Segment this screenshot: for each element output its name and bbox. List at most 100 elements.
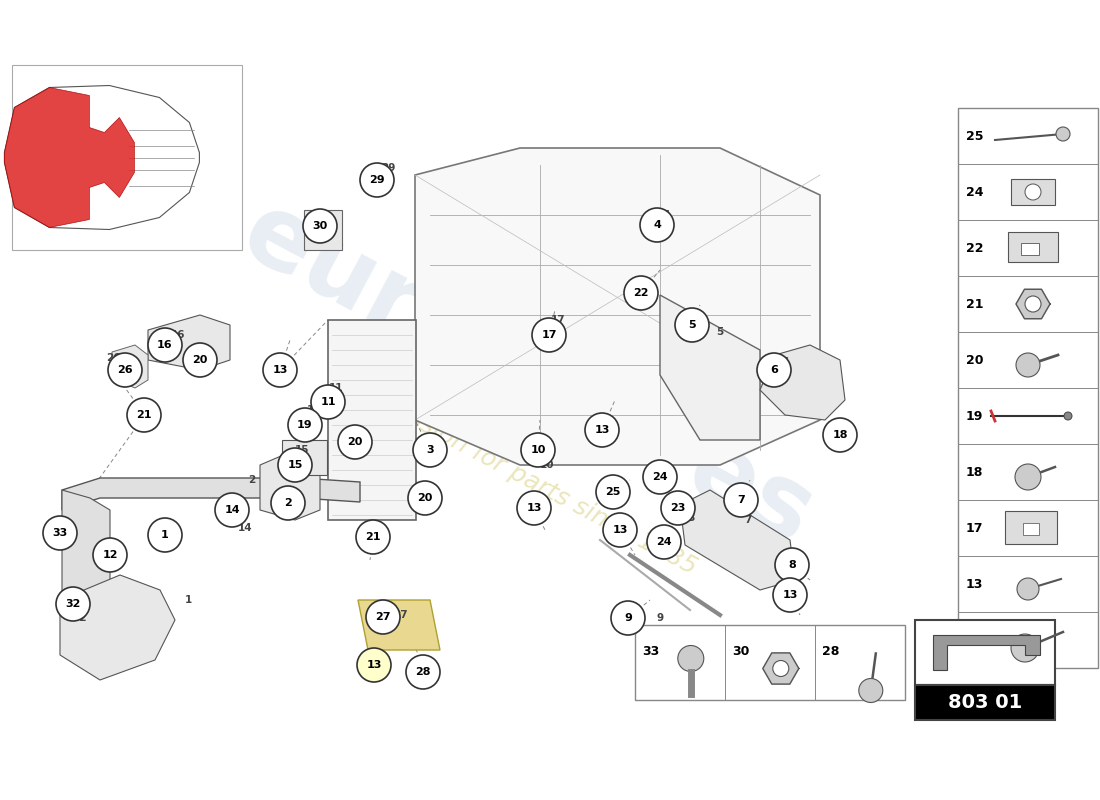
Circle shape xyxy=(624,276,658,310)
Bar xyxy=(725,625,815,700)
Text: 8: 8 xyxy=(788,560,796,570)
Circle shape xyxy=(521,433,556,467)
Text: a passion for parts since 1985: a passion for parts since 1985 xyxy=(355,381,701,579)
Circle shape xyxy=(517,491,551,525)
Text: 20: 20 xyxy=(966,354,983,366)
Circle shape xyxy=(406,655,440,689)
Text: 20: 20 xyxy=(417,493,432,503)
Polygon shape xyxy=(62,490,110,615)
Bar xyxy=(958,612,1098,668)
Polygon shape xyxy=(112,345,148,388)
Bar xyxy=(915,685,1055,720)
Bar xyxy=(1021,243,1040,255)
Text: 9: 9 xyxy=(657,613,663,623)
Polygon shape xyxy=(358,600,440,650)
Text: 13: 13 xyxy=(273,365,288,375)
Text: 7: 7 xyxy=(737,495,745,505)
Circle shape xyxy=(661,491,695,525)
Text: 4: 4 xyxy=(662,210,670,220)
Circle shape xyxy=(1011,634,1040,662)
Text: 33: 33 xyxy=(642,645,659,658)
Circle shape xyxy=(1025,296,1041,312)
Text: 27: 27 xyxy=(393,610,407,620)
Text: 20: 20 xyxy=(348,437,363,447)
Bar xyxy=(1023,523,1040,535)
Text: 5: 5 xyxy=(689,320,696,330)
Bar xyxy=(958,500,1098,556)
Bar xyxy=(958,108,1098,164)
Bar xyxy=(958,444,1098,500)
Text: 30: 30 xyxy=(732,645,749,658)
Bar xyxy=(1008,232,1058,262)
Text: 12: 12 xyxy=(102,550,118,560)
Text: 18: 18 xyxy=(966,466,983,478)
Text: 26: 26 xyxy=(106,353,120,363)
Bar xyxy=(815,625,905,700)
Circle shape xyxy=(1056,127,1070,141)
Polygon shape xyxy=(680,490,795,590)
Text: 30: 30 xyxy=(312,221,328,231)
Text: 13: 13 xyxy=(526,503,541,513)
Circle shape xyxy=(678,646,704,671)
Bar xyxy=(958,108,1098,668)
Circle shape xyxy=(263,353,297,387)
Bar xyxy=(1005,511,1057,544)
Circle shape xyxy=(148,328,182,362)
Text: 17: 17 xyxy=(966,522,983,534)
Polygon shape xyxy=(1016,290,1050,318)
Text: 32: 32 xyxy=(65,599,80,609)
Bar xyxy=(12,65,242,250)
Circle shape xyxy=(214,493,249,527)
Circle shape xyxy=(412,433,447,467)
Circle shape xyxy=(603,513,637,547)
Text: 21: 21 xyxy=(136,410,152,420)
Text: 20: 20 xyxy=(192,355,208,365)
Circle shape xyxy=(183,343,217,377)
Polygon shape xyxy=(660,295,760,440)
Circle shape xyxy=(56,587,90,621)
Circle shape xyxy=(271,486,305,520)
Text: 27: 27 xyxy=(375,612,390,622)
Circle shape xyxy=(148,518,182,552)
Text: 3: 3 xyxy=(426,445,433,455)
Bar xyxy=(958,388,1098,444)
Text: 13: 13 xyxy=(613,525,628,535)
Bar xyxy=(282,440,327,475)
Text: 2: 2 xyxy=(249,475,255,485)
Text: 13: 13 xyxy=(366,660,382,670)
Text: 13: 13 xyxy=(594,425,609,435)
Bar xyxy=(958,276,1098,332)
Text: 14: 14 xyxy=(238,523,252,533)
Circle shape xyxy=(94,538,126,572)
Text: 7: 7 xyxy=(745,515,751,525)
Text: 1: 1 xyxy=(161,530,169,540)
Text: 10: 10 xyxy=(540,460,554,470)
Circle shape xyxy=(43,516,77,550)
Text: 25: 25 xyxy=(605,487,620,497)
Text: 17: 17 xyxy=(551,315,565,325)
Text: 19: 19 xyxy=(297,420,312,430)
Circle shape xyxy=(776,548,808,582)
Circle shape xyxy=(757,353,791,387)
Text: 28: 28 xyxy=(822,645,839,658)
Text: 15: 15 xyxy=(295,445,309,455)
Text: 33: 33 xyxy=(53,528,67,538)
Polygon shape xyxy=(260,450,320,520)
Circle shape xyxy=(126,398,161,432)
Bar xyxy=(328,320,416,520)
Text: 4: 4 xyxy=(653,220,661,230)
Text: 18: 18 xyxy=(833,430,848,440)
Text: 29: 29 xyxy=(370,175,385,185)
Circle shape xyxy=(366,600,400,634)
Circle shape xyxy=(532,318,566,352)
Text: 19: 19 xyxy=(966,410,983,422)
Text: 13: 13 xyxy=(966,578,983,590)
Circle shape xyxy=(408,481,442,515)
Text: 11: 11 xyxy=(320,397,336,407)
Polygon shape xyxy=(62,478,360,510)
Circle shape xyxy=(823,418,857,452)
Circle shape xyxy=(610,601,645,635)
Text: eurospares: eurospares xyxy=(227,185,829,567)
Text: 16: 16 xyxy=(170,330,185,340)
Text: 15: 15 xyxy=(287,460,303,470)
